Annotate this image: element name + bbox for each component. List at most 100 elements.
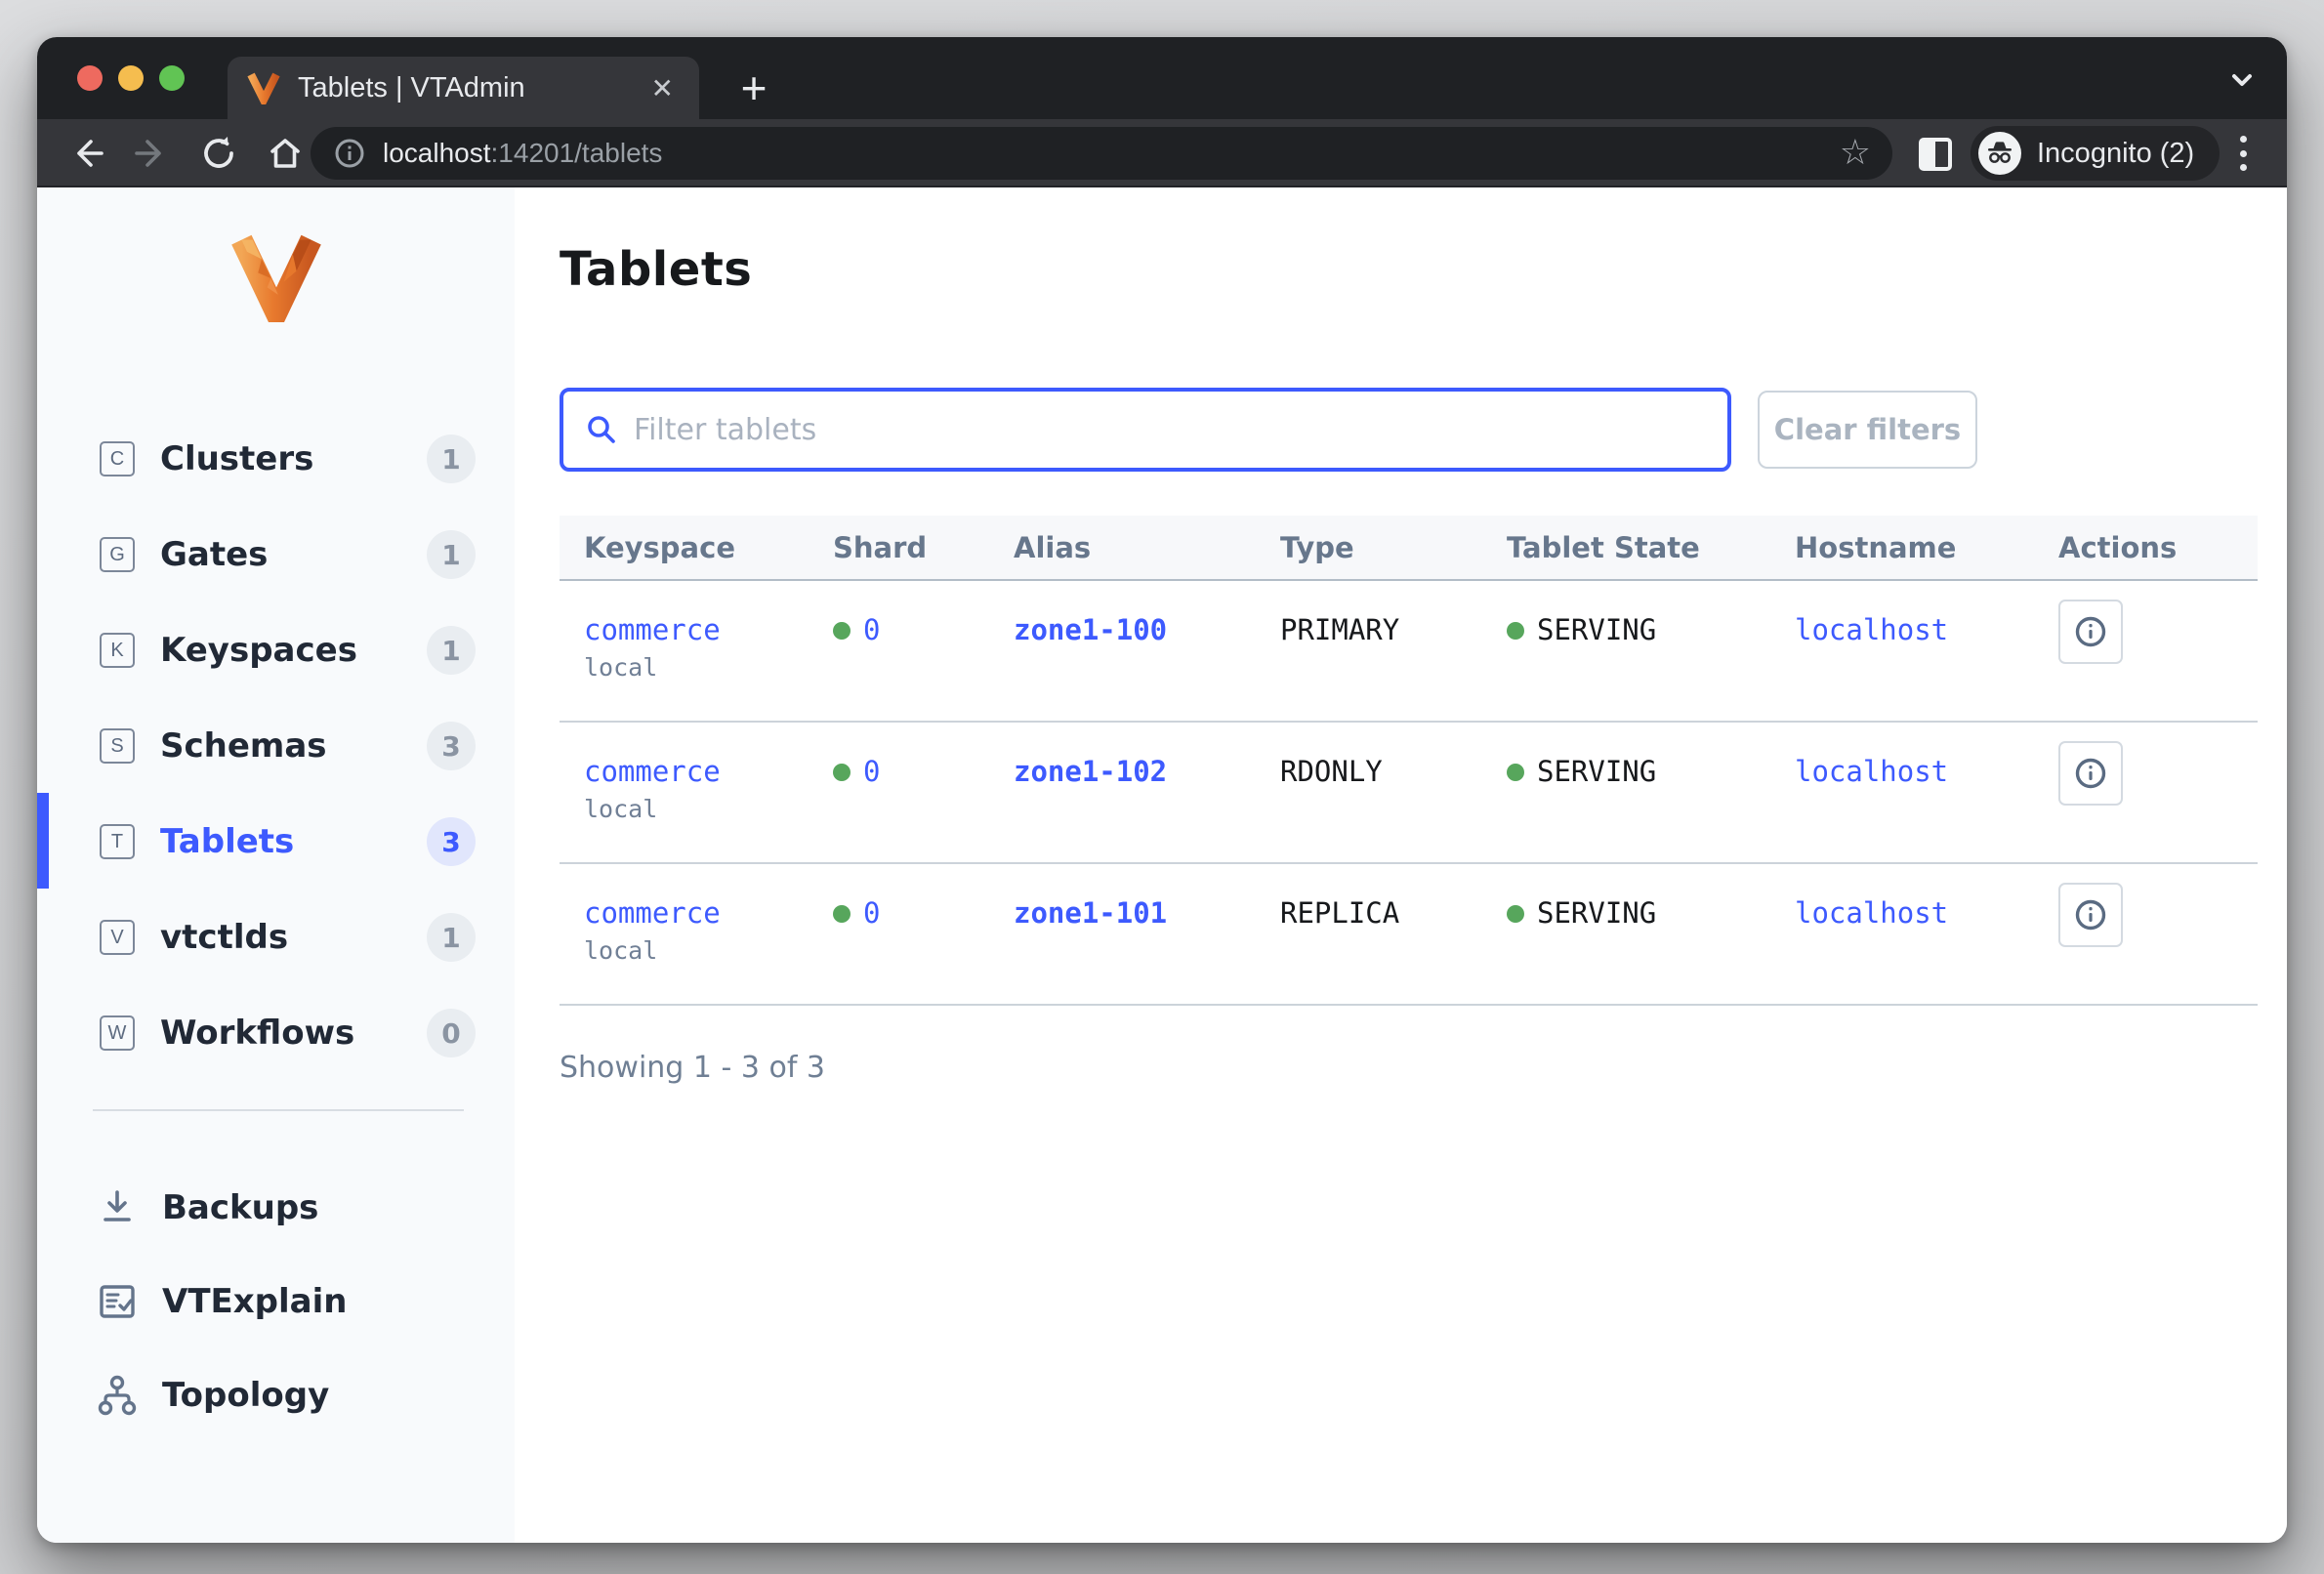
download-icon bbox=[96, 1188, 139, 1227]
minimize-window-button[interactable] bbox=[118, 65, 144, 91]
sidebar-item-label: Clusters bbox=[160, 439, 313, 478]
url-host: localhost bbox=[383, 138, 491, 168]
table-header-row: Keyspace Shard Alias Type Tablet State H… bbox=[560, 516, 2258, 581]
column-header-alias: Alias bbox=[989, 531, 1256, 564]
tablet-type: PRIMARY bbox=[1280, 612, 1482, 647]
keyspace-link[interactable]: commerce bbox=[584, 896, 721, 930]
search-icon bbox=[585, 413, 618, 446]
url-bar[interactable]: localhost:14201/tablets ☆ bbox=[311, 127, 1892, 180]
incognito-icon bbox=[1978, 132, 2021, 175]
sidebar-divider bbox=[93, 1109, 464, 1111]
url-path: :14201/tablets bbox=[491, 138, 663, 168]
shard-status-dot bbox=[833, 764, 851, 781]
sidebar-item-vtexplain[interactable]: VTExplain bbox=[37, 1271, 515, 1332]
table-row: commerce local 0 zone1-100 PRIMARY SERVI… bbox=[560, 581, 2258, 723]
traffic-lights bbox=[77, 65, 185, 91]
column-header-actions: Actions bbox=[2034, 531, 2258, 564]
gates-letter-icon: G bbox=[100, 537, 135, 572]
main-content: Tablets Clear filters Keyspace Shard Ali… bbox=[515, 187, 2287, 1543]
keyspace-link[interactable]: commerce bbox=[584, 613, 721, 646]
filter-row: Clear filters bbox=[560, 388, 2258, 472]
cluster-name: local bbox=[584, 795, 809, 824]
tablet-type: RDONLY bbox=[1280, 754, 1482, 789]
sidebar-item-topology[interactable]: Topology bbox=[37, 1365, 515, 1426]
clear-filters-button[interactable]: Clear filters bbox=[1758, 391, 1977, 469]
home-icon[interactable] bbox=[266, 134, 305, 173]
hostname-link[interactable]: localhost bbox=[1795, 755, 1948, 788]
alias-link[interactable]: zone1-100 bbox=[1014, 613, 1167, 646]
vtctlds-letter-icon: V bbox=[100, 920, 135, 955]
column-header-tablet-state: Tablet State bbox=[1482, 531, 1770, 564]
bookmark-star-icon[interactable]: ☆ bbox=[1840, 136, 1871, 171]
back-icon[interactable] bbox=[66, 134, 105, 173]
alias-link[interactable]: zone1-101 bbox=[1014, 896, 1167, 930]
sidebar-item-clusters[interactable]: C Clusters 1 bbox=[37, 411, 515, 507]
url-text: localhost:14201/tablets bbox=[383, 138, 1840, 169]
keyspaces-letter-icon: K bbox=[100, 633, 135, 668]
schemas-letter-icon: S bbox=[100, 728, 135, 764]
sidebar-item-tablets[interactable]: T Tablets 3 bbox=[37, 794, 515, 890]
document-check-icon bbox=[96, 1281, 139, 1322]
results-summary: Showing 1 - 3 of 3 bbox=[560, 1051, 825, 1085]
forward-icon[interactable] bbox=[133, 134, 172, 173]
shard-status-dot bbox=[833, 622, 851, 640]
column-header-keyspace: Keyspace bbox=[560, 531, 809, 564]
side-panel-icon[interactable] bbox=[1918, 137, 1953, 172]
sidebar-item-workflows[interactable]: W Workflows 0 bbox=[37, 985, 515, 1081]
column-header-hostname: Hostname bbox=[1770, 531, 2034, 564]
sidebar-item-label: Workflows bbox=[160, 1014, 354, 1053]
row-info-button[interactable] bbox=[2058, 883, 2123, 947]
sidebar-item-vtctlds[interactable]: V vtctlds 1 bbox=[37, 890, 515, 985]
new-tab-button[interactable]: + bbox=[725, 59, 783, 117]
tab-search-chevron-icon[interactable] bbox=[2224, 62, 2260, 98]
site-info-icon[interactable] bbox=[332, 136, 367, 171]
filter-tablets-input[interactable] bbox=[634, 413, 1706, 447]
browser-menu-icon[interactable] bbox=[2232, 134, 2254, 173]
sidebar-item-schemas[interactable]: S Schemas 3 bbox=[37, 698, 515, 794]
sidebar-item-keyspaces[interactable]: K Keyspaces 1 bbox=[37, 602, 515, 698]
count-badge: 3 bbox=[427, 817, 476, 866]
browser-toolbar: localhost:14201/tablets ☆ Incognito (2) bbox=[37, 119, 2287, 187]
shard-link[interactable]: 0 bbox=[863, 755, 880, 788]
vitess-favicon-icon bbox=[247, 71, 280, 104]
row-info-button[interactable] bbox=[2058, 741, 2123, 806]
serving-status-dot bbox=[1507, 905, 1524, 923]
serving-status-dot bbox=[1507, 764, 1524, 781]
count-badge: 1 bbox=[427, 626, 476, 675]
keyspace-link[interactable]: commerce bbox=[584, 755, 721, 788]
tablet-state: SERVING bbox=[1537, 896, 1656, 930]
row-info-button[interactable] bbox=[2058, 600, 2123, 664]
incognito-badge[interactable]: Incognito (2) bbox=[1971, 126, 2220, 181]
shard-link[interactable]: 0 bbox=[863, 613, 880, 646]
count-badge: 1 bbox=[427, 435, 476, 483]
sidebar-item-gates[interactable]: G Gates 1 bbox=[37, 507, 515, 602]
tablets-table: Keyspace Shard Alias Type Tablet State H… bbox=[560, 516, 2258, 1006]
count-badge: 3 bbox=[427, 722, 476, 770]
column-header-shard: Shard bbox=[809, 531, 989, 564]
sidebar-item-label: Topology bbox=[162, 1376, 329, 1415]
cluster-name: local bbox=[584, 936, 809, 966]
close-tab-icon[interactable]: ✕ bbox=[645, 72, 680, 104]
tablet-state: SERVING bbox=[1537, 613, 1656, 646]
close-window-button[interactable] bbox=[77, 65, 103, 91]
sidebar-item-label: Keyspaces bbox=[160, 631, 357, 670]
tab-strip: Tablets | VTAdmin ✕ + bbox=[37, 37, 2287, 119]
column-header-type: Type bbox=[1256, 531, 1482, 564]
browser-tab[interactable]: Tablets | VTAdmin ✕ bbox=[228, 57, 699, 119]
tablet-state: SERVING bbox=[1537, 755, 1656, 788]
hostname-link[interactable]: localhost bbox=[1795, 613, 1948, 646]
topology-icon bbox=[96, 1374, 139, 1417]
serving-status-dot bbox=[1507, 622, 1524, 640]
browser-window: Tablets | VTAdmin ✕ + bbox=[37, 37, 2287, 1543]
sidebar-item-label: vtctlds bbox=[160, 918, 288, 957]
sidebar-item-label: Tablets bbox=[160, 822, 294, 861]
alias-link[interactable]: zone1-102 bbox=[1014, 755, 1167, 788]
zoom-window-button[interactable] bbox=[159, 65, 185, 91]
shard-link[interactable]: 0 bbox=[863, 896, 880, 930]
sidebar-item-label: Gates bbox=[160, 535, 268, 574]
vtadmin-page: C Clusters 1 G Gates 1 K Keyspaces 1 S S… bbox=[37, 187, 2287, 1543]
workflows-letter-icon: W bbox=[100, 1015, 135, 1051]
sidebar-item-backups[interactable]: Backups bbox=[37, 1178, 515, 1238]
hostname-link[interactable]: localhost bbox=[1795, 896, 1948, 930]
reload-icon[interactable] bbox=[199, 134, 238, 173]
